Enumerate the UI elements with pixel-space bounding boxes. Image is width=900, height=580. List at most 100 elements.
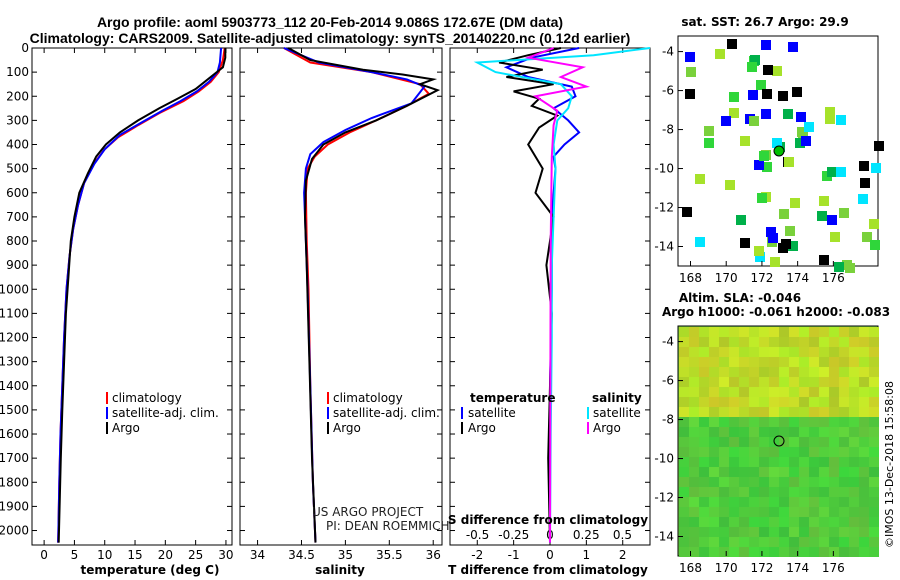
sst-pixel <box>747 62 757 72</box>
sla-cell <box>829 377 839 387</box>
sla-cell <box>829 397 839 407</box>
sla-cell <box>769 477 779 487</box>
x-tick-label: 5 <box>71 548 79 562</box>
sla-cell <box>739 457 749 467</box>
sla-cell <box>869 497 879 507</box>
sla-cell <box>869 387 879 397</box>
sla-cell <box>729 457 739 467</box>
sst-pixel <box>685 89 695 99</box>
sst-pixel <box>762 89 772 99</box>
sla-cell <box>849 377 859 387</box>
sla-cell <box>789 537 799 547</box>
sla-cell <box>759 327 769 337</box>
sst-pixel <box>766 227 776 237</box>
sla-cell <box>699 377 709 387</box>
sla-cell <box>859 357 869 367</box>
sla-cell <box>729 407 739 417</box>
sla-cell <box>739 477 749 487</box>
sla-cell <box>869 437 879 447</box>
sla-cell <box>679 327 689 337</box>
legend-temperature-heading: temperature <box>470 391 555 405</box>
sla-cell <box>849 347 859 357</box>
sla-cell <box>829 427 839 437</box>
sla-cell <box>749 377 759 387</box>
sla-cell <box>719 377 729 387</box>
sla-cell <box>699 417 709 427</box>
sla-cell <box>839 357 849 367</box>
y-tick-label: 1100 <box>0 306 29 320</box>
sla-cell <box>849 447 859 457</box>
sla-cell <box>869 487 879 497</box>
sst-pixel <box>819 196 829 206</box>
sst-pixel <box>768 233 778 243</box>
sla-cell <box>739 357 749 367</box>
sla-cell <box>709 467 719 477</box>
x-tick-label: 2 <box>619 548 627 562</box>
sla-cell <box>699 367 709 377</box>
sla-cell <box>849 357 859 367</box>
sla-cell <box>859 457 869 467</box>
sla-cell <box>819 337 829 347</box>
sla-cell <box>719 427 729 437</box>
sla-cell <box>719 407 729 417</box>
sla-cell <box>729 547 739 557</box>
sla-cell <box>869 527 879 537</box>
sla-cell <box>809 517 819 527</box>
sla-cell <box>699 347 709 357</box>
sla-cell <box>789 497 799 507</box>
sla-cell <box>809 537 819 547</box>
sla-cell <box>839 487 849 497</box>
sla-cell <box>809 547 819 557</box>
sla-cell <box>839 497 849 507</box>
sla-cell <box>789 517 799 527</box>
sla-cell <box>709 447 719 457</box>
sla-cell <box>759 407 769 417</box>
lat-tick-label: -10 <box>654 162 674 176</box>
series-line-salinity-satellite <box>473 47 651 543</box>
sst-pixel <box>785 226 795 236</box>
lon-tick-label: 172 <box>750 561 773 575</box>
series-line-argo <box>287 47 441 543</box>
sla-cell <box>859 327 869 337</box>
sla-cell <box>699 497 709 507</box>
sla-cell <box>779 487 789 497</box>
salinity-legend: climatology satellite-adj. clim. Argo <box>327 391 440 435</box>
sla-cell <box>779 517 789 527</box>
sla-cell <box>759 357 769 367</box>
sla-cell <box>749 397 759 407</box>
sla-cell <box>869 337 879 347</box>
sla-cell <box>769 337 779 347</box>
sla-cell <box>769 427 779 437</box>
sla-cell <box>829 357 839 367</box>
sla-cell <box>869 377 879 387</box>
sla-cell <box>709 427 719 437</box>
sla-cell <box>759 377 769 387</box>
sla-cell <box>829 507 839 517</box>
sla-cell <box>819 477 829 487</box>
sla-cell <box>829 337 839 347</box>
sla-cell <box>709 457 719 467</box>
sla-cell <box>749 427 759 437</box>
sla-cell <box>869 367 879 377</box>
sla-cell <box>709 377 719 387</box>
sla-cell <box>779 547 789 557</box>
sla-cell <box>729 507 739 517</box>
sla-cell <box>719 537 729 547</box>
sst-pixel <box>704 126 714 136</box>
y-tick-label: 800 <box>6 234 29 248</box>
sst-pixel <box>862 232 872 242</box>
sla-cell <box>769 447 779 457</box>
sla-cell <box>839 537 849 547</box>
sla-cell <box>859 507 869 517</box>
sla-cell <box>749 337 759 347</box>
sla-cell <box>839 407 849 417</box>
sla-cell <box>739 407 749 417</box>
sla-cell <box>689 407 699 417</box>
sla-cell <box>849 527 859 537</box>
sla-cell <box>779 467 789 477</box>
y-tick-label: 1200 <box>0 331 29 345</box>
sla-cell <box>849 417 859 427</box>
sla-cell <box>799 547 809 557</box>
sla-cell <box>739 487 749 497</box>
sla-cell <box>799 357 809 367</box>
